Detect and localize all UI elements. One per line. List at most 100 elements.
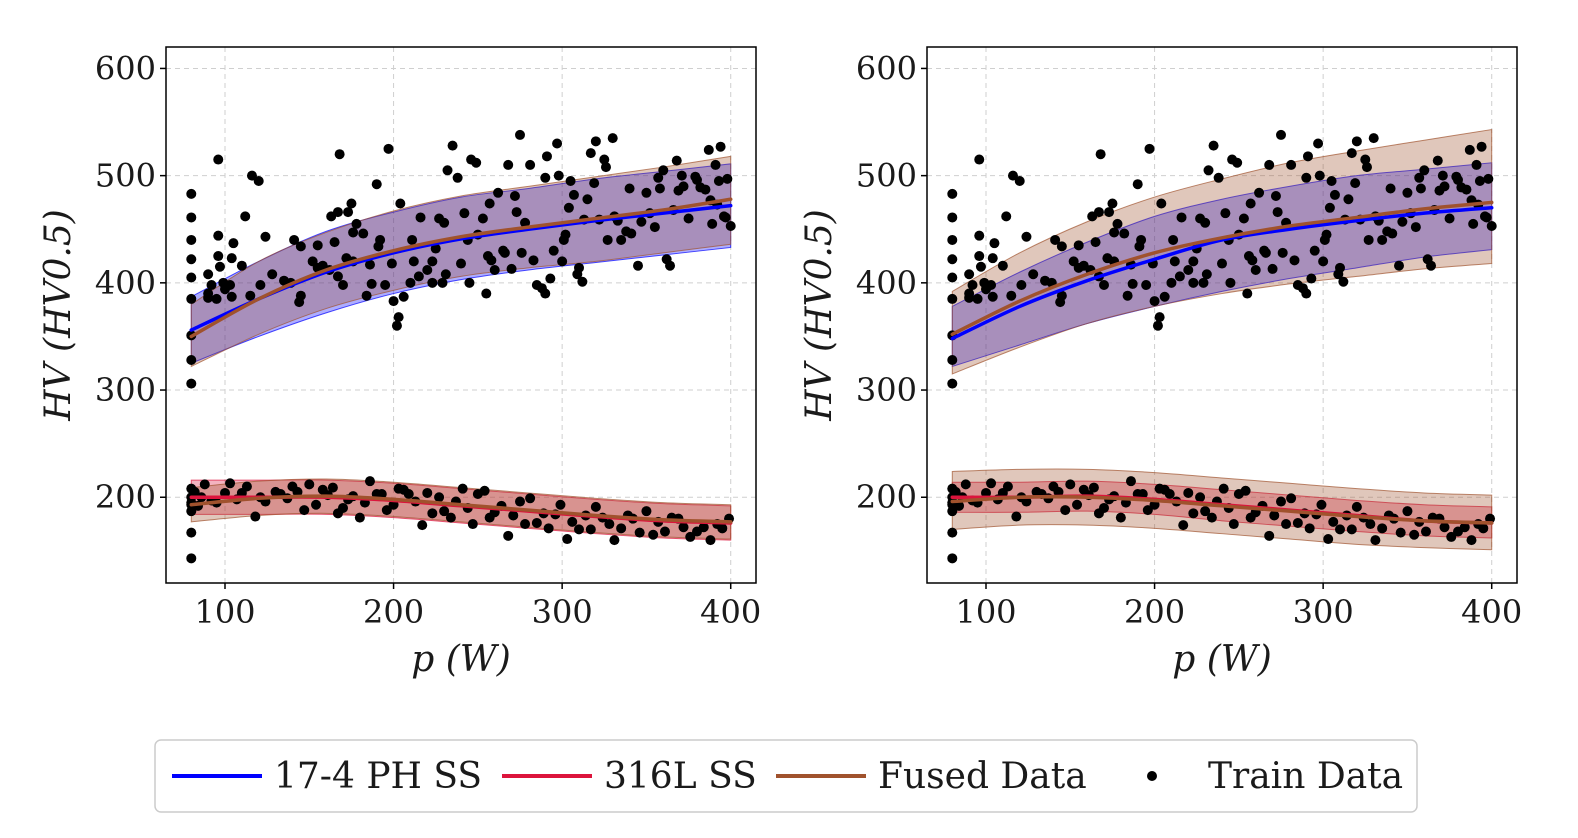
- train-data-point: [213, 251, 224, 262]
- train-data-point: [1302, 151, 1313, 162]
- train-data-point: [1107, 198, 1118, 209]
- train-data-point: [525, 493, 536, 504]
- train-data-point: [1112, 218, 1123, 229]
- train-data-point: [1201, 269, 1212, 280]
- train-data-point: [250, 511, 261, 522]
- train-data-point: [705, 535, 716, 546]
- train-data-point: [616, 234, 627, 245]
- train-data-point: [1122, 290, 1133, 301]
- train-data-point: [964, 292, 975, 303]
- train-data-point: [1156, 198, 1167, 209]
- y-tick-label: 400: [856, 264, 917, 302]
- train-data-point: [974, 230, 985, 241]
- train-data-point: [1073, 240, 1084, 251]
- x-tick-label: 200: [1124, 593, 1185, 631]
- train-data-point: [1200, 217, 1211, 228]
- train-data-point: [997, 260, 1008, 271]
- train-data-point: [974, 251, 985, 262]
- train-data-point: [380, 279, 391, 290]
- train-data-point: [515, 496, 525, 507]
- train-data-point: [391, 320, 402, 331]
- train-data-point: [457, 483, 468, 494]
- series-line: [950, 495, 1494, 525]
- train-data-point: [676, 170, 687, 181]
- train-data-point: [186, 553, 197, 564]
- train-data-point: [1174, 271, 1185, 282]
- train-data-point: [1346, 148, 1357, 159]
- train-data-point: [950, 486, 961, 497]
- train-data-point: [1343, 194, 1354, 205]
- train-data-point: [1213, 172, 1224, 183]
- train-data-point: [548, 245, 559, 256]
- train-data-point: [486, 255, 497, 266]
- y-tick-label: 400: [95, 264, 156, 302]
- train-data-point: [1453, 174, 1463, 185]
- x-tick-label: 300: [532, 593, 593, 631]
- train-data-point: [520, 217, 531, 228]
- train-data-point: [226, 253, 237, 264]
- train-data-point: [1176, 212, 1187, 223]
- train-data-point: [186, 234, 197, 245]
- train-data-point: [1351, 501, 1362, 512]
- train-data-point: [1060, 505, 1071, 516]
- train-data-point: [358, 228, 369, 239]
- train-data-point: [1104, 207, 1115, 218]
- train-data-point: [947, 272, 958, 283]
- train-data-point: [1007, 170, 1018, 181]
- train-data-point: [1276, 129, 1286, 140]
- train-data-point: [245, 290, 256, 301]
- train-data-point: [442, 165, 453, 176]
- train-data-point: [685, 531, 696, 542]
- train-data-point: [585, 524, 596, 535]
- train-data-point: [658, 165, 669, 176]
- legend-label-fused: Fused Data: [878, 756, 1087, 797]
- train-data-point: [1361, 162, 1372, 173]
- train-data-point: [947, 355, 958, 366]
- train-data-point: [346, 198, 357, 209]
- train-data-point: [1144, 143, 1155, 154]
- train-data-point: [1183, 264, 1194, 275]
- train-data-point: [1466, 535, 1477, 546]
- train-data-point: [213, 154, 224, 165]
- train-data-point: [427, 508, 438, 519]
- train-data-point: [1328, 516, 1339, 527]
- train-data-point: [456, 258, 466, 269]
- train-data-point: [987, 291, 998, 302]
- train-data-point: [405, 277, 416, 288]
- train-data-point: [1368, 133, 1379, 144]
- train-data-point: [1053, 486, 1064, 497]
- train-data-point: [329, 237, 340, 248]
- train-data-point: [1377, 523, 1388, 534]
- train-data-point: [565, 176, 576, 186]
- train-data-point: [1090, 237, 1101, 248]
- train-data-point: [602, 234, 613, 245]
- train-data-point: [1132, 179, 1143, 190]
- train-data-point: [1195, 492, 1206, 503]
- train-data-point: [434, 492, 445, 503]
- train-data-point: [1188, 508, 1199, 519]
- train-data-point: [388, 296, 399, 307]
- train-data-point: [299, 505, 310, 516]
- train-data-point: [1109, 227, 1120, 238]
- train-data-point: [1478, 523, 1489, 534]
- legend-label-17-4: 17-4 PH SS: [274, 756, 482, 797]
- train-data-point: [186, 506, 197, 517]
- train-data-point: [213, 230, 224, 241]
- train-data-point: [186, 212, 197, 223]
- train-data-point: [563, 202, 574, 213]
- train-data-point: [1313, 138, 1324, 149]
- train-data-point: [1264, 159, 1275, 170]
- train-data-point: [1188, 256, 1199, 267]
- train-data-point: [228, 238, 239, 249]
- train-data-point: [947, 527, 958, 538]
- train-data-point: [364, 259, 375, 270]
- train-data-point: [1351, 136, 1362, 147]
- train-data-point: [1028, 269, 1039, 280]
- train-data-point: [717, 523, 728, 534]
- y-tick-label: 500: [95, 157, 156, 195]
- train-data-point: [334, 149, 345, 160]
- train-data-point: [1242, 288, 1253, 299]
- train-data-point: [255, 279, 266, 290]
- train-data-point: [1198, 277, 1209, 288]
- train-data-point: [1419, 165, 1430, 176]
